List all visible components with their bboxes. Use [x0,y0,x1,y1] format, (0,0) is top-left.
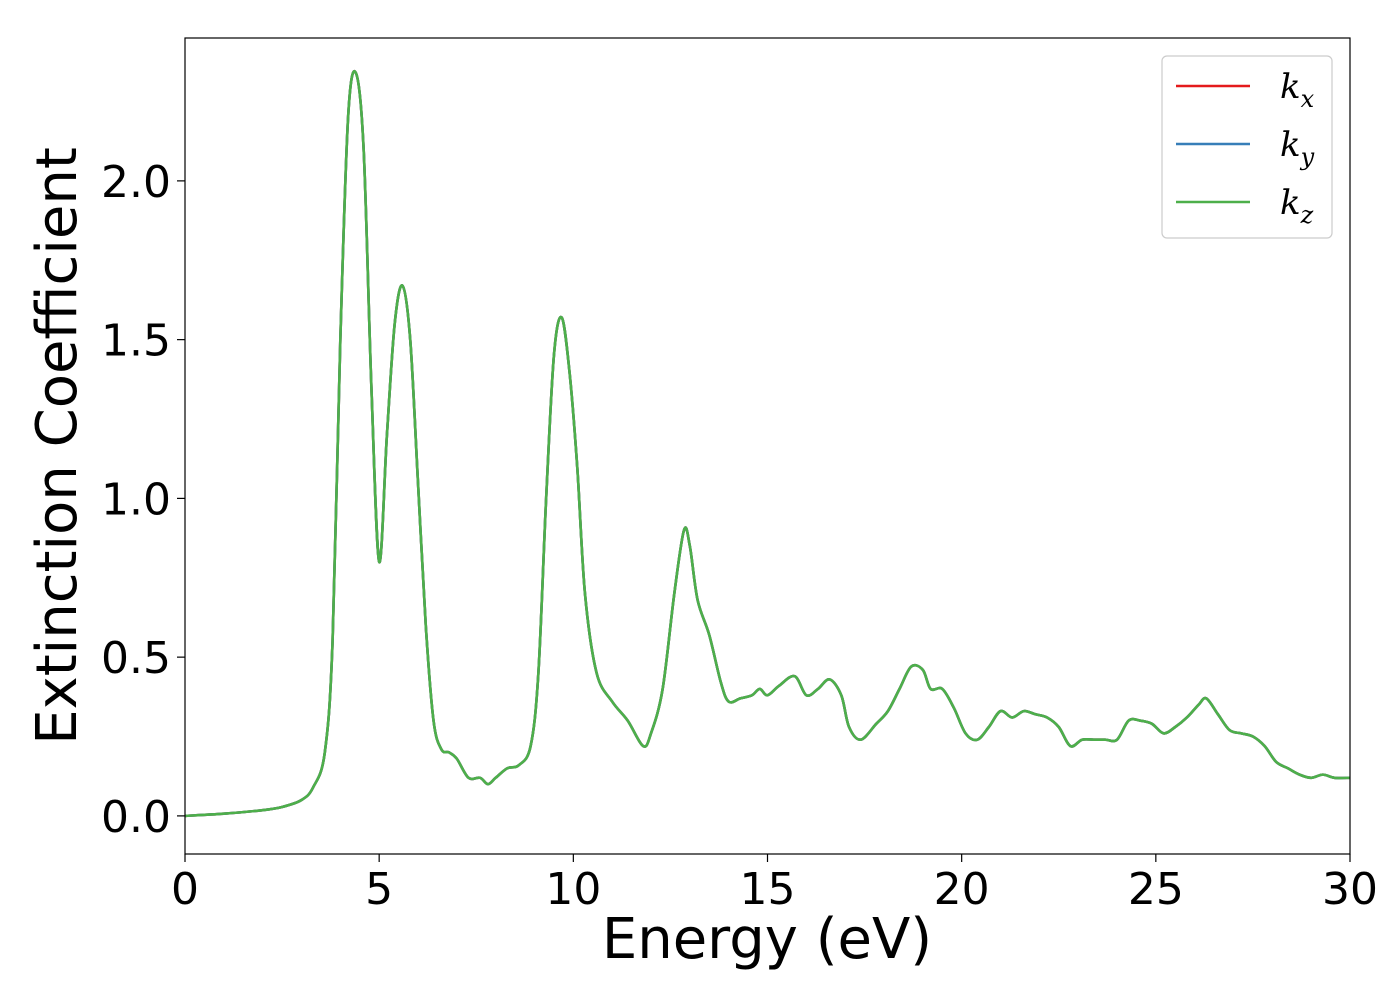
x-tick-label: 25 [1128,864,1184,915]
x-tick-label: 30 [1322,864,1378,915]
series-layer [185,70,1350,818]
y-axis-label: Extinction Coefficient [25,147,90,745]
legend-box [1161,55,1333,239]
y-tick-label: 1.0 [101,474,171,525]
y-tick-label: 2.0 [101,157,171,208]
x-tick-label: 5 [365,864,393,915]
legend-label-kx: kx [1280,67,1315,113]
x-axis-ticks: 0 5 10 15 20 25 30 [171,854,1378,915]
x-tick-label: 0 [171,864,199,915]
legend-label-kz: kz [1280,183,1314,229]
x-tick-label: 10 [545,864,601,915]
y-tick-label: 0.0 [101,792,171,843]
y-tick-label: 1.5 [101,316,171,367]
legend-label-ky: ky [1280,125,1315,171]
x-tick-label: 20 [934,864,990,915]
y-tick-label: 0.5 [101,633,171,684]
legend: kx ky kz [1161,55,1333,239]
x-axis-label: Energy (eV) [602,907,932,972]
x-tick-label: 15 [740,864,796,915]
y-axis-ticks: 0.0 0.5 1.0 1.5 2.0 [101,157,185,843]
series-line-kz [185,70,1350,818]
